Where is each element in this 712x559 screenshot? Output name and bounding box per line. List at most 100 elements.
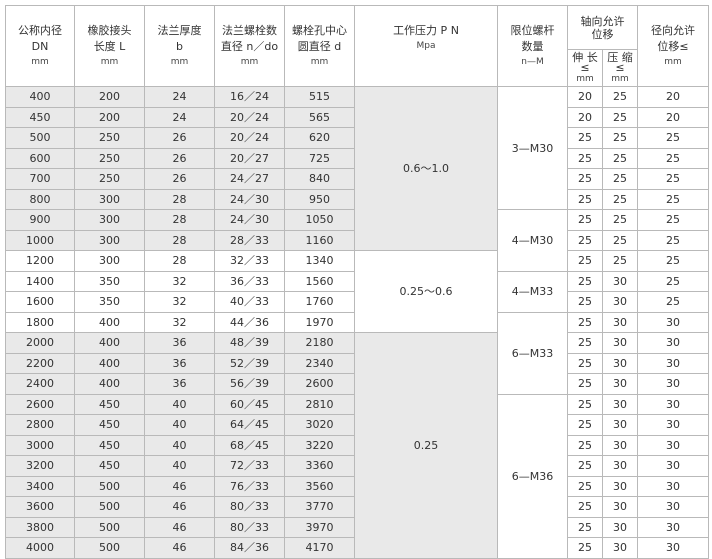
cell-pcd: 1560 [284, 270, 355, 292]
cell-bolts: 24／30 [214, 209, 285, 231]
cell-pressure: 0.25 [354, 332, 498, 559]
cell-compression: 30 [602, 455, 638, 477]
header-pcd: 螺栓孔中心 圆直径 d mm [284, 5, 355, 87]
cell-thickness: 40 [144, 455, 215, 477]
cell-dn: 3000 [5, 434, 75, 456]
cell-thickness: 26 [144, 168, 215, 190]
cell-length: 350 [74, 270, 145, 292]
table-row: 450 200 24 20／24 565 20 25 20 [5, 106, 709, 128]
cell-compression: 30 [602, 475, 638, 497]
cell-dn: 900 [5, 209, 75, 231]
cell-compression: 30 [602, 537, 638, 559]
cell-compression: 25 [602, 127, 638, 149]
cell-extension: 25 [567, 373, 603, 395]
cell-dn: 1800 [5, 311, 75, 333]
cell-thickness: 32 [144, 291, 215, 313]
cell-compression: 30 [602, 496, 638, 518]
cell-dn: 2800 [5, 414, 75, 436]
cell-pcd: 1340 [284, 250, 355, 272]
cell-thickness: 36 [144, 332, 215, 354]
cell-length: 450 [74, 455, 145, 477]
cell-dn: 4000 [5, 537, 75, 559]
cell-dn: 2600 [5, 393, 75, 415]
cell-radial: 25 [637, 270, 709, 292]
cell-bolts: 52／39 [214, 352, 285, 374]
cell-length: 500 [74, 496, 145, 518]
cell-limit-rods: 3—M30 [497, 86, 568, 210]
cell-length: 400 [74, 373, 145, 395]
cell-dn: 600 [5, 147, 75, 169]
cell-thickness: 28 [144, 250, 215, 272]
table-row: 3800 500 46 80／33 3970 25 30 30 [5, 516, 709, 538]
cell-length: 300 [74, 229, 145, 251]
cell-bolts: 84／36 [214, 537, 285, 559]
cell-thickness: 24 [144, 106, 215, 128]
cell-thickness: 46 [144, 516, 215, 538]
cell-pcd: 3360 [284, 455, 355, 477]
cell-dn: 1600 [5, 291, 75, 313]
cell-compression: 30 [602, 434, 638, 456]
cell-dn: 2200 [5, 352, 75, 374]
cell-compression: 25 [602, 209, 638, 231]
cell-thickness: 28 [144, 229, 215, 251]
cell-thickness: 36 [144, 352, 215, 374]
cell-extension: 25 [567, 270, 603, 292]
cell-thickness: 46 [144, 537, 215, 559]
cell-bolts: 48／39 [214, 332, 285, 354]
cell-bolts: 44／36 [214, 311, 285, 333]
cell-length: 500 [74, 475, 145, 497]
cell-thickness: 24 [144, 86, 215, 108]
cell-radial: 30 [637, 455, 709, 477]
table-row: 3400 500 46 76／33 3560 25 30 30 [5, 475, 709, 497]
cell-dn: 1200 [5, 250, 75, 272]
cell-compression: 25 [602, 188, 638, 210]
cell-radial: 30 [637, 393, 709, 415]
cell-length: 200 [74, 86, 145, 108]
header-extension: 伸 长 ≤ mm [567, 49, 603, 87]
cell-bolts: 80／33 [214, 496, 285, 518]
cell-extension: 25 [567, 455, 603, 477]
cell-compression: 25 [602, 86, 638, 108]
cell-compression: 25 [602, 229, 638, 251]
cell-radial: 30 [637, 516, 709, 538]
cell-limit-rods: 4—M30 [497, 209, 568, 272]
header-axial: 轴向允许位移 [567, 5, 638, 50]
cell-thickness: 40 [144, 414, 215, 436]
cell-bolts: 20／24 [214, 106, 285, 128]
header-pressure: 工作压力 P N Mpa [354, 5, 498, 87]
cell-pcd: 2340 [284, 352, 355, 374]
cell-pcd: 725 [284, 147, 355, 169]
cell-length: 250 [74, 127, 145, 149]
cell-bolts: 36／33 [214, 270, 285, 292]
cell-compression: 30 [602, 516, 638, 538]
cell-extension: 25 [567, 168, 603, 190]
cell-length: 300 [74, 209, 145, 231]
cell-bolts: 60／45 [214, 393, 285, 415]
cell-pcd: 3770 [284, 496, 355, 518]
cell-dn: 2000 [5, 332, 75, 354]
cell-compression: 25 [602, 250, 638, 272]
cell-thickness: 40 [144, 434, 215, 456]
table-row: 900 300 28 24／30 1050 4—M30 25 25 25 [5, 209, 709, 272]
cell-bolts: 24／27 [214, 168, 285, 190]
cell-dn: 2400 [5, 373, 75, 395]
cell-compression: 25 [602, 147, 638, 169]
cell-extension: 25 [567, 393, 603, 415]
cell-extension: 20 [567, 106, 603, 128]
cell-dn: 500 [5, 127, 75, 149]
cell-radial: 30 [637, 414, 709, 436]
cell-bolts: 24／30 [214, 188, 285, 210]
table-row: 2000 400 36 48／39 2180 0.25 25 30 30 [5, 332, 709, 559]
cell-length: 250 [74, 147, 145, 169]
table-row: 1600 350 32 40／33 1760 25 30 25 [5, 291, 709, 313]
header-compression: 压 缩 ≤ mm [602, 49, 638, 87]
table-row: 400 200 24 16／24 515 0.6～1.0 3—M30 20 25 20 [5, 86, 709, 251]
header-radial: 径向允许 位移≤ mm [637, 5, 709, 87]
cell-extension: 25 [567, 127, 603, 149]
cell-length: 200 [74, 106, 145, 128]
cell-bolts: 68／45 [214, 434, 285, 456]
table-row: 1000 300 28 28／33 1160 25 25 25 [5, 229, 709, 251]
cell-radial: 20 [637, 86, 709, 108]
cell-radial: 25 [637, 127, 709, 149]
